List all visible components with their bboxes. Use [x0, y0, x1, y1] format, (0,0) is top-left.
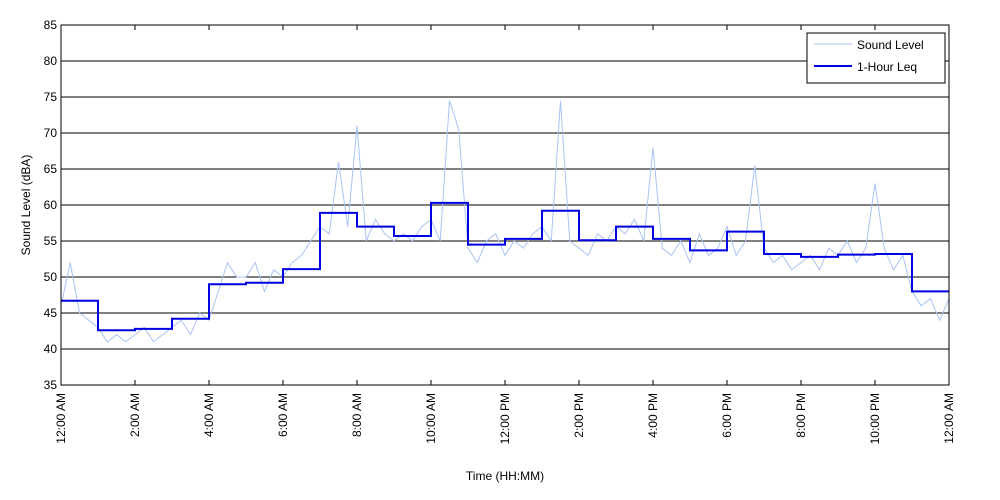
y-tick-label: 45 [44, 306, 58, 320]
x-tick-label: 2:00 PM [572, 393, 586, 438]
y-axis-title: Sound Level (dBA) [19, 155, 33, 256]
x-tick-label: 10:00 PM [868, 393, 882, 444]
y-tick-label: 80 [44, 54, 58, 68]
x-tick-label: 12:00 AM [54, 393, 68, 444]
legend-label: Sound Level [857, 38, 924, 52]
x-tick-label: 6:00 PM [720, 393, 734, 438]
y-tick-label: 75 [44, 90, 58, 104]
x-tick-label: 6:00 AM [276, 393, 290, 437]
legend-box [806, 32, 946, 84]
series-line [61, 201, 949, 332]
x-tick-label: 4:00 AM [202, 393, 216, 437]
y-tick-label: 50 [44, 270, 58, 284]
x-tick-label: 12:00 PM [498, 393, 512, 444]
y-tick-label: 65 [44, 162, 58, 176]
x-axis-title: Time (HH:MM) [466, 469, 544, 483]
x-tick-label: 4:00 PM [646, 393, 660, 438]
y-tick-label: 55 [44, 234, 58, 248]
x-tick-label: 12:00 AM [942, 393, 956, 444]
plot-frame [60, 24, 950, 386]
x-tick-label: 2:00 AM [128, 393, 142, 437]
x-tick-label: 10:00 AM [424, 393, 438, 444]
y-tick-label: 40 [44, 342, 58, 356]
y-tick-label: 35 [44, 378, 58, 392]
series-line [60, 100, 950, 343]
y-tick-label: 60 [44, 198, 58, 212]
y-tick-label: 85 [44, 18, 58, 32]
x-tick-label: 8:00 PM [794, 393, 808, 438]
legend-label: 1-Hour Leq [857, 60, 917, 74]
x-tick-label: 8:00 AM [350, 393, 364, 437]
y-tick-label: 70 [44, 126, 58, 140]
